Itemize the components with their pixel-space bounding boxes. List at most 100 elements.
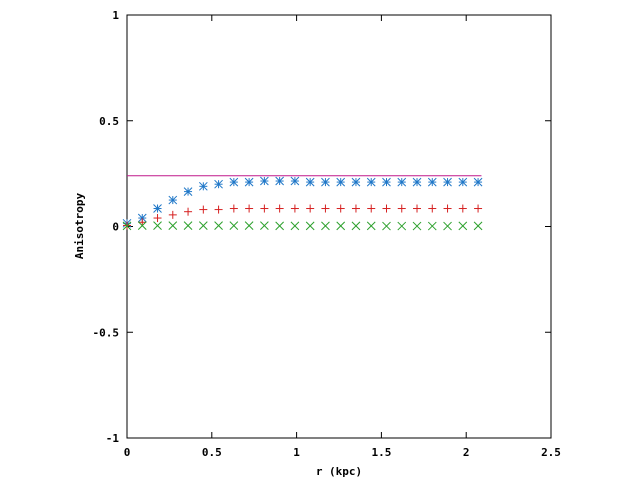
data-point-cross [275,221,284,231]
data-point-plus [413,204,422,213]
point-stroke [473,221,483,231]
y-axis-label: Anisotropy [73,193,86,260]
data-point-plus [306,204,315,213]
data-point-plus [382,204,391,213]
point-stroke [122,221,132,231]
data-point-plus [367,204,376,213]
point-stroke [305,221,315,231]
series-plus [123,204,483,230]
point-stroke [458,177,468,187]
x-tick-label: 1.5 [371,446,391,459]
point-stroke [275,221,284,231]
point-stroke [137,221,147,231]
data-point-plus [474,204,483,213]
data-point-plus [214,205,223,214]
ticks [126,14,552,439]
axes-frame [126,14,552,439]
y-tick-label: -1 [106,432,120,445]
data-point-cross [183,221,193,231]
point-stroke [305,177,315,187]
data-point-cross [458,221,468,231]
data-point-asterisk [168,195,178,205]
point-stroke [168,195,178,205]
data-point-asterisk [305,177,315,187]
data-point-plus [245,204,254,213]
data-point-plus [290,204,299,213]
point-stroke [168,221,178,231]
data-point-cross [244,221,254,231]
data-point-cross [290,221,300,231]
data-point-cross [336,221,346,231]
point-stroke [183,187,193,196]
point-stroke [351,177,361,187]
data-point-asterisk [275,176,284,186]
data-point-cross [397,221,407,231]
data-point-asterisk [336,177,346,187]
point-stroke [427,177,437,187]
data-point-plus [184,207,193,216]
data-point-plus [275,204,284,213]
point-stroke [458,221,468,231]
data-point-asterisk [458,177,468,187]
data-point-asterisk [443,177,452,187]
data-point-asterisk [351,177,361,187]
data-point-asterisk [321,177,330,187]
x-tick-label: 0.5 [202,446,222,459]
data-point-cross [473,221,483,231]
point-stroke [321,177,330,187]
data-point-asterisk [244,177,254,187]
data-point-plus [199,205,208,214]
x-tick-label: 2 [463,446,470,459]
point-stroke [244,177,254,187]
data-point-plus [351,204,360,213]
point-stroke [382,177,391,187]
point-stroke [214,221,223,231]
data-point-plus [229,204,238,213]
data-point-plus [428,204,437,213]
x-axis-label: r (kpc) [316,465,362,478]
point-stroke [443,221,452,231]
tick-labels: 0 0.5 1 1.5 2 2.5 1 0.5 0 -0.5 -1 [93,9,561,459]
data-point-cross [168,221,178,231]
data-point-cross [153,221,162,231]
data-point-cross [321,221,330,231]
data-point-cross [366,221,376,231]
y-tick-label: 0.5 [99,115,119,128]
point-stroke [397,177,407,187]
point-stroke [412,177,422,187]
series-cross [122,221,483,231]
data-point-asterisk [366,177,376,187]
point-stroke [290,176,300,186]
data-point-plus [138,218,147,227]
point-stroke [473,177,483,187]
data-point-asterisk [290,176,300,186]
data-point-plus [397,204,406,213]
data-point-asterisk [153,204,162,213]
point-stroke [260,221,269,231]
point-stroke [153,204,162,213]
y-tick-label: -0.5 [93,326,120,339]
point-stroke [290,221,300,231]
data-point-plus [458,204,467,213]
point-stroke [366,221,376,231]
data-point-asterisk [260,176,269,186]
x-tick-label: 0 [124,446,131,459]
data-point-cross [351,221,361,231]
point-stroke [397,221,407,231]
data-point-plus [336,204,345,213]
y-tick-label: 0 [112,221,119,234]
data-point-cross [305,221,315,231]
data-point-asterisk [382,177,391,187]
point-stroke [351,221,361,231]
data-point-cross [412,221,422,231]
data-point-cross [137,221,147,231]
x-tick-label: 1 [293,446,300,459]
data-point-cross [382,221,391,231]
data-point-plus [153,214,162,223]
point-stroke [153,221,162,231]
point-stroke [198,221,208,231]
data-point-plus [443,204,452,213]
data-point-asterisk [427,177,437,187]
data-point-asterisk [412,177,422,187]
